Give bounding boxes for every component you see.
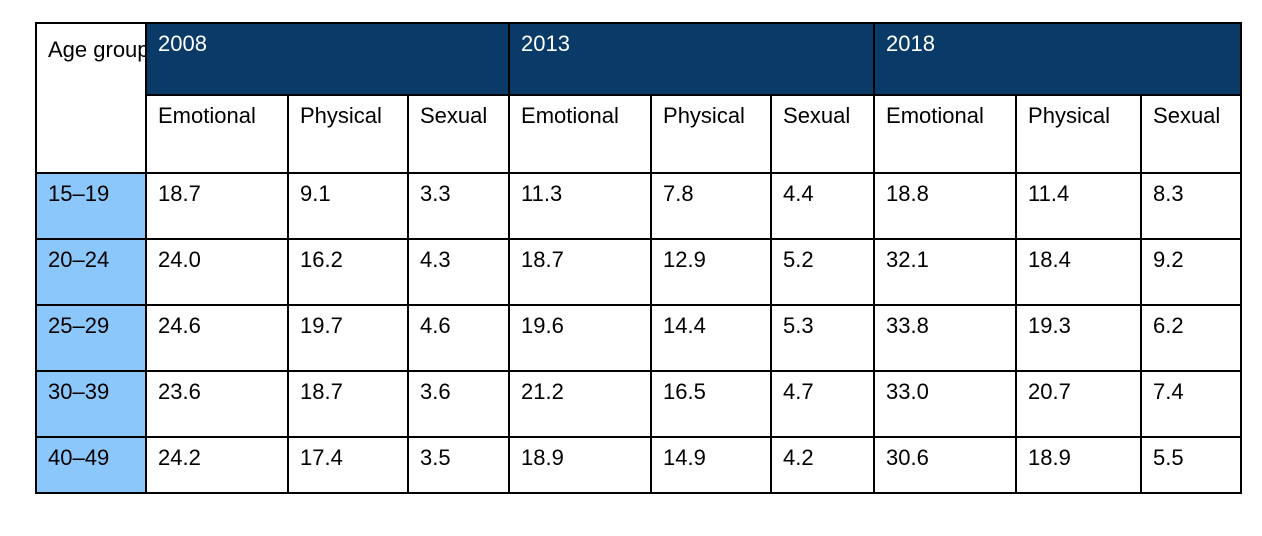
- data-cell: 19.7: [287, 304, 409, 372]
- data-cell: 11.4: [1015, 172, 1143, 240]
- data-cell: 3.6: [406, 370, 511, 438]
- col-header-2013-physical: Physical: [650, 94, 773, 174]
- col-header-2018-emotional: Emotional: [873, 94, 1018, 174]
- data-cell: 7.8: [650, 172, 773, 240]
- age-row-label: 25–29: [35, 304, 147, 372]
- data-cell: 4.3: [406, 238, 511, 306]
- data-cell: 14.4: [650, 304, 773, 372]
- data-cell: 4.7: [770, 370, 876, 438]
- data-cell: 24.6: [145, 304, 289, 372]
- data-cell: 4.6: [406, 304, 511, 372]
- table-row: 30–39 23.6 18.7 3.6 21.2 16.5 4.7 33.0 2…: [35, 370, 1243, 438]
- col-header-2008-emotional: Emotional: [145, 94, 289, 174]
- data-cell: 24.2: [145, 436, 289, 494]
- col-header-2018-physical: Physical: [1015, 94, 1143, 174]
- data-cell: 12.9: [650, 238, 773, 306]
- subheader-row: Emotional Physical Sexual Emotional Phys…: [36, 94, 1243, 174]
- table-row: 20–24 24.0 16.2 4.3 18.7 12.9 5.2 32.1 1…: [35, 238, 1243, 306]
- data-cell: 9.1: [287, 172, 409, 240]
- data-cell: 9.2: [1140, 238, 1243, 306]
- data-cell: 5.2: [770, 238, 876, 306]
- age-group-corner-header: Age group: [35, 22, 147, 174]
- data-cell: 24.0: [145, 238, 289, 306]
- table-row: 15–19 18.7 9.1 3.3 11.3 7.8 4.4 18.8 11.…: [35, 172, 1243, 240]
- age-row-label: 30–39: [35, 370, 147, 438]
- data-cell: 32.1: [873, 238, 1018, 306]
- data-cell: 5.3: [770, 304, 876, 372]
- col-header-2018-sexual: Sexual: [1140, 94, 1243, 174]
- col-header-2008-physical: Physical: [287, 94, 409, 174]
- data-cell: 17.4: [287, 436, 409, 494]
- data-cell: 19.3: [1015, 304, 1143, 372]
- data-cell: 16.2: [287, 238, 409, 306]
- year-header-row: Age group 2008 2013 2018: [35, 22, 1243, 174]
- data-cell: 14.9: [650, 436, 773, 494]
- year-header-2008: 2008: [144, 22, 511, 96]
- data-cell: 20.7: [1015, 370, 1143, 438]
- data-cell: 23.6: [145, 370, 289, 438]
- data-cell: 3.3: [406, 172, 511, 240]
- data-cell: 6.2: [1140, 304, 1243, 372]
- data-cell: 18.7: [508, 238, 653, 306]
- data-cell: 4.2: [770, 436, 876, 494]
- data-cell: 3.5: [406, 436, 511, 494]
- data-cell: 33.8: [873, 304, 1018, 372]
- data-cell: 4.4: [770, 172, 876, 240]
- table-row: 25–29 24.6 19.7 4.6 19.6 14.4 5.3 33.8 1…: [35, 304, 1243, 372]
- data-cell: 18.7: [145, 172, 289, 240]
- age-row-label: 40–49: [35, 436, 147, 494]
- col-header-2013-emotional: Emotional: [508, 94, 653, 174]
- data-cell: 19.6: [508, 304, 653, 372]
- data-cell: 30.6: [873, 436, 1018, 494]
- data-cell: 21.2: [508, 370, 653, 438]
- data-cell: 11.3: [508, 172, 653, 240]
- data-cell: 8.3: [1140, 172, 1243, 240]
- age-row-label: 15–19: [35, 172, 147, 240]
- data-cell: 18.7: [287, 370, 409, 438]
- col-header-2013-sexual: Sexual: [770, 94, 876, 174]
- age-row-label: 20–24: [35, 238, 147, 306]
- data-cell: 5.5: [1140, 436, 1243, 494]
- year-header-2018: 2018: [873, 22, 1243, 96]
- data-cell: 16.5: [650, 370, 773, 438]
- data-cell: 33.0: [873, 370, 1018, 438]
- data-cell: 18.4: [1015, 238, 1143, 306]
- data-cell: 18.8: [873, 172, 1018, 240]
- data-cell: 18.9: [508, 436, 653, 494]
- table-row: 40–49 24.2 17.4 3.5 18.9 14.9 4.2 30.6 1…: [35, 436, 1243, 494]
- abuse-by-age-year-table: Age group 2008 2013 2018 Emotional Physi…: [35, 22, 1243, 494]
- year-header-2013: 2013: [508, 22, 876, 96]
- col-header-2008-sexual: Sexual: [406, 94, 511, 174]
- data-cell: 7.4: [1140, 370, 1243, 438]
- data-cell: 18.9: [1015, 436, 1143, 494]
